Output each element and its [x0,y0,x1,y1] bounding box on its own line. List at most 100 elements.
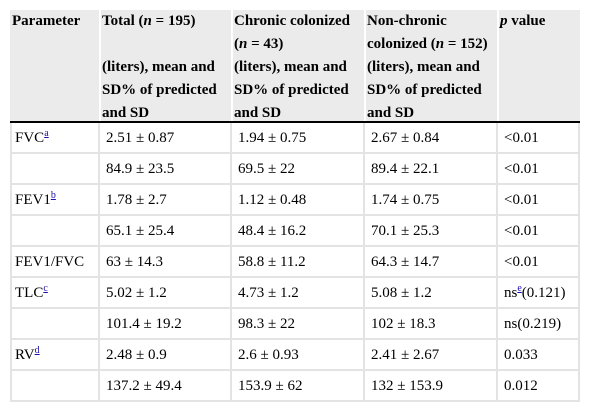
header-nonchronic: Non-chronic colonized (n = 152) (liters),… [365,10,498,121]
header-divider [364,10,366,121]
header-units-line1: (liters), mean and [234,59,347,75]
cell-parameter [10,371,100,402]
cell-nonchronic: 64.3 ± 14.7 [365,247,498,278]
cell-total: 2.51 ± 0.87 [100,123,232,154]
footnote-link[interactable]: c [43,283,48,294]
footnote-link[interactable]: e [517,283,522,294]
footnote-link[interactable]: b [50,190,56,201]
p-value-text: 0.012 [504,378,538,394]
header-units-line1: (liters), mean and [102,59,215,75]
cell-nonchronic: 5.08 ± 1.2 [365,278,498,309]
table-header: Parameter Total (n = 195) (liters), mean… [10,10,580,123]
cell-p-value: 0.012 [498,371,580,402]
cell-total: 5.02 ± 1.2 [100,278,232,309]
p-value-text: <0.01 [504,192,539,208]
table-row: TLCc 5.02 ± 1.2 4.73 ± 1.2 5.08 ± 1.2 nse(0.… [10,278,580,309]
header-total-n: n [143,13,152,29]
header-units-line1: (liters), mean and [367,59,480,75]
cell-chronic: 48.4 ± 16.2 [232,216,365,247]
footnote-link[interactable]: a [44,128,49,139]
cell-total: 2.48 ± 0.9 [100,340,232,371]
header-units-line3: and SD [367,105,415,121]
cell-p-value: <0.01 [498,123,580,154]
header-units-line3: and SD [102,105,150,121]
cell-p-value: <0.01 [498,185,580,216]
header-parameter: Parameter [10,10,100,121]
cell-nonchronic: 2.67 ± 0.84 [365,123,498,154]
cell-nonchronic: 1.74 ± 0.75 [365,185,498,216]
cell-nonchronic: 89.4 ± 22.1 [365,154,498,185]
cell-chronic: 1.94 ± 0.75 [232,123,365,154]
header-total-prefix: Total ( [102,13,144,29]
p-prefix: ns [504,285,518,301]
header-divider [497,10,499,121]
header-divider [99,10,101,121]
cell-chronic: 69.5 ± 22 [232,154,365,185]
header-p-italic: p [500,13,508,29]
table-row: RVd 2.48 ± 0.9 2.6 ± 0.93 2.41 ± 2.67 0.033 [10,340,580,371]
cell-nonchronic: 102 ± 18.3 [365,309,498,340]
header-parameter-label: Parameter [12,13,81,29]
parameter-label: RV [15,347,35,363]
cell-total: 101.4 ± 19.2 [100,309,232,340]
header-chronic: Chronic colonized (n = 43) (liters), mean… [232,10,365,121]
cell-total: 65.1 ± 25.4 [100,216,232,247]
p-value-text: <0.01 [504,161,539,177]
p-value-text: 0.033 [504,347,538,363]
p-value-text: ns(0.219) [504,316,562,332]
cell-p-value: <0.01 [498,154,580,185]
header-nonchronic-n: n [435,36,445,52]
cell-nonchronic: 70.1 ± 25.3 [365,216,498,247]
header-chronic-prefix: ( [234,36,239,52]
header-p-suffix: value [507,13,546,29]
header-total: Total (n = 195) (liters), mean and SD% of… [100,10,232,121]
header-chronic-suffix: = 43) [247,36,284,52]
cell-chronic: 153.9 ± 62 [232,371,365,402]
cell-parameter: FVCa [10,123,100,154]
table-row: FVCa 2.51 ± 0.87 1.94 ± 0.75 2.67 ± 0.84 <0.… [10,123,580,154]
cell-parameter: RVd [10,340,100,371]
cell-total: 63 ± 14.3 [100,247,232,278]
header-nonchronic-suffix: = 152) [444,36,488,52]
parameter-label: FEV1/FVC [15,254,85,270]
cell-chronic: 2.6 ± 0.93 [232,340,365,371]
parameter-label: FVC [15,130,45,146]
table-row: 137.2 ± 49.4 153.9 ± 62 132 ± 153.9 0.012 [10,371,580,402]
cell-p-value: ns(0.219) [498,309,580,340]
table-row: 84.9 ± 23.5 69.5 ± 22 89.4 ± 22.1 <0.01 [10,154,580,185]
cell-parameter [10,154,100,185]
results-table: Parameter Total (n = 195) (liters), mean… [10,10,580,402]
parameter-label: TLC [15,285,44,301]
cell-parameter: FEV1/FVC [10,247,100,278]
table-row: FEV1b 1.78 ± 2.7 1.12 ± 0.48 1.74 ± 0.75 <0.… [10,185,580,216]
cell-nonchronic: 2.41 ± 2.67 [365,340,498,371]
cell-total: 84.9 ± 23.5 [100,154,232,185]
header-units-line2: SD% of predicted [102,82,217,98]
table-row: 65.1 ± 25.4 48.4 ± 16.2 70.1 ± 25.3 <0.01 [10,216,580,247]
header-units-line3: and SD [234,105,282,121]
p-value-text: <0.01 [504,223,539,239]
table-body: FVCa 2.51 ± 0.87 1.94 ± 0.75 2.67 ± 0.84 <0.… [10,123,580,402]
table-row: 101.4 ± 19.2 98.3 ± 22 102 ± 18.3 ns(0.219) [10,309,580,340]
header-p-value: p value [498,10,580,121]
header-chronic-n: n [239,36,248,52]
header-nonchronic-line1: Non-chronic [367,13,447,29]
cell-nonchronic: 132 ± 153.9 [365,371,498,402]
p-value-text: (0.121) [521,285,566,301]
p-value-text: <0.01 [504,254,539,270]
cell-parameter [10,309,100,340]
cell-chronic: 98.3 ± 22 [232,309,365,340]
cell-p-value: nse(0.121) [498,278,580,309]
cell-total: 1.78 ± 2.7 [100,185,232,216]
header-divider [231,10,233,121]
cell-total: 137.2 ± 49.4 [100,371,232,402]
header-nonchronic-prefix: colonized ( [367,36,436,52]
cell-chronic: 58.8 ± 11.2 [232,247,365,278]
parameter-label: FEV1 [15,192,51,208]
cell-chronic: 1.12 ± 0.48 [232,185,365,216]
cell-parameter: FEV1b [10,185,100,216]
header-units-line2: SD% of predicted [367,82,482,98]
footnote-link[interactable]: d [34,345,40,356]
cell-p-value: 0.033 [498,340,580,371]
header-units-line2: SD% of predicted [234,82,349,98]
